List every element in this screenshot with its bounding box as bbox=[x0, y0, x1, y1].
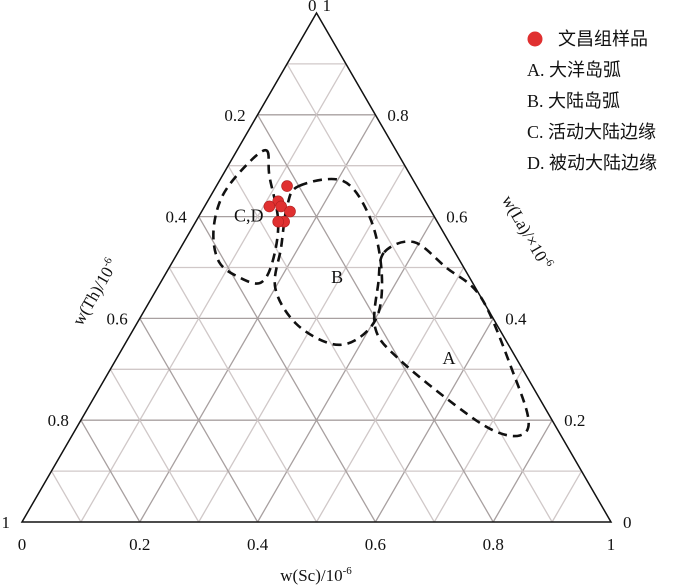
bottom-tick-label: 0.4 bbox=[247, 535, 269, 554]
legend-item: D. 被动大陆边缘 bbox=[527, 153, 657, 173]
grid-line bbox=[80, 419, 141, 523]
sample-point bbox=[281, 180, 293, 192]
legend-item: C. 活动大陆边缘 bbox=[527, 122, 656, 142]
tick-labels: 0 0.2 0.4 0.6 0.8 100.20.40.60.8110.80.60.40.… bbox=[2, 0, 632, 554]
legend: 文昌组样品 A. 大洋岛弧 B. 大陆岛弧 C. 活动大陆边缘 D. 被动大陆边… bbox=[527, 29, 657, 173]
sample-point bbox=[284, 205, 296, 218]
right-tick-label: 0.4 bbox=[505, 309, 527, 328]
bottom-tick-label: 0 bbox=[18, 535, 27, 554]
tectonic-regions: C,D B A bbox=[212, 148, 530, 438]
left-tick-label: 0.8 bbox=[48, 411, 69, 430]
right-tick-label: 0 bbox=[623, 513, 632, 532]
left-tick-label: 1 bbox=[2, 513, 11, 532]
region-label: A bbox=[443, 348, 456, 368]
sample-point bbox=[275, 200, 287, 213]
legend-item: A. 大洋岛弧 bbox=[527, 60, 621, 80]
grid-line bbox=[198, 216, 376, 523]
right-axis-title: w(La)/×10-6 bbox=[498, 191, 557, 272]
grid-line bbox=[80, 63, 347, 523]
left-tick-label: 0 bbox=[308, 0, 317, 15]
bottom-tick-label: 0.6 bbox=[365, 535, 386, 554]
grid-line bbox=[315, 267, 465, 523]
grid-line bbox=[433, 368, 524, 523]
grid-line bbox=[50, 470, 82, 523]
bottom-axis-title: w(Sc)/10-6 bbox=[280, 565, 352, 585]
region-outline bbox=[372, 240, 530, 438]
sample-point bbox=[272, 215, 285, 228]
left-tick-label: 0.4 bbox=[165, 208, 187, 227]
grid-line bbox=[198, 165, 406, 523]
grid-line bbox=[551, 470, 583, 523]
region-label: B bbox=[331, 267, 343, 287]
legend-item: B. 大陆岛弧 bbox=[527, 91, 620, 111]
legend-item: 文昌组样品 bbox=[558, 29, 648, 49]
grid-line bbox=[139, 318, 259, 523]
grid-line bbox=[109, 368, 200, 523]
sample-points bbox=[263, 180, 296, 228]
right-tick-label: 0.2 bbox=[564, 411, 585, 430]
grid-lines bbox=[50, 63, 583, 523]
triangle-frame bbox=[20, 11, 613, 523]
grid-line bbox=[168, 267, 318, 523]
sample-point bbox=[263, 200, 276, 213]
bottom-tick-label: 0.8 bbox=[483, 535, 504, 554]
right-tick-label: 0.6 bbox=[446, 208, 467, 227]
right-tick-label: 1 bbox=[323, 0, 332, 15]
left-tick-label: 0.6 bbox=[107, 309, 128, 328]
left-tick-label: 0.2 bbox=[224, 106, 245, 125]
right-tick-label: 0.8 bbox=[387, 106, 408, 125]
grid-line bbox=[227, 165, 435, 523]
region-outline bbox=[273, 177, 384, 347]
region-label: C,D bbox=[234, 206, 264, 226]
legend-marker-sample bbox=[527, 31, 543, 47]
bottom-tick-label: 1 bbox=[607, 535, 616, 554]
grid-line bbox=[286, 63, 553, 523]
bottom-tick-label: 0.2 bbox=[129, 535, 150, 554]
